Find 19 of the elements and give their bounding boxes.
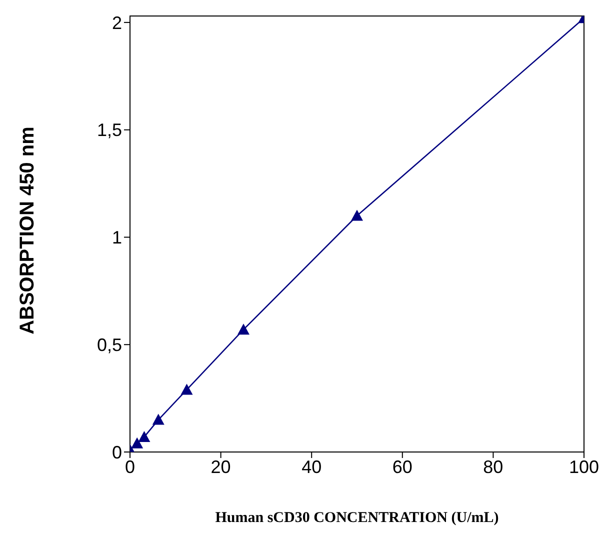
x-tick-label: 20 (210, 456, 231, 477)
point (238, 324, 250, 335)
y-tick-label: 0,5 (96, 335, 122, 355)
point (152, 414, 164, 425)
x-axis-title: Human sCD30 CONCENTRATION (U/mL) (214, 510, 500, 527)
x-tick-label: 100 (568, 456, 600, 477)
x-tick-label: 80 (483, 456, 504, 477)
x-tick-label: 0 (124, 456, 136, 477)
y-tick-label: 0 (112, 442, 122, 462)
y-tick-label: 1 (112, 228, 122, 248)
x-tick-label: 60 (392, 456, 412, 477)
y-axis-title: ABSORPTION 450 nm (16, 126, 40, 334)
point (138, 430, 150, 442)
y-tick-label: 2 (112, 12, 122, 33)
point (180, 384, 193, 395)
y-tick-label: 1,5 (96, 120, 122, 140)
x-tick-label: 40 (302, 456, 322, 477)
point (351, 210, 363, 221)
point (131, 437, 144, 448)
